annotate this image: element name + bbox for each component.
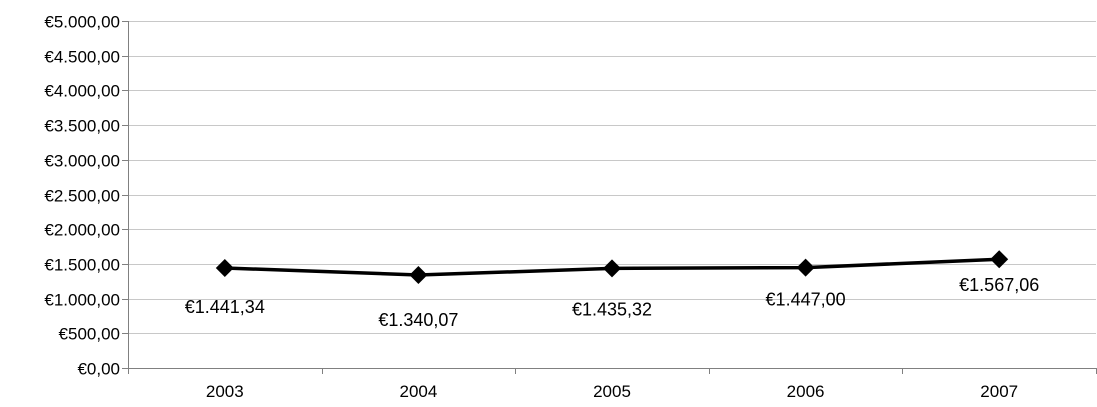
y-tick-label: €5.000,00 xyxy=(44,13,120,32)
data-point-marker xyxy=(990,250,1009,269)
y-tick-label: €1.500,00 xyxy=(44,256,120,275)
data-point-marker xyxy=(796,258,815,277)
data-labels: €1.441,34 €1.340,07 €1.435,32 €1.447,00 €1.5… xyxy=(185,275,1039,330)
x-tick-label: 2005 xyxy=(593,382,631,401)
x-tick-label: 2006 xyxy=(787,382,825,401)
y-tick-label: €3.500,00 xyxy=(44,117,120,136)
data-point-marker xyxy=(603,259,621,278)
y-tick-label: €2.000,00 xyxy=(44,221,120,240)
x-tick-label: 2007 xyxy=(980,382,1018,401)
y-tick-label: €0,00 xyxy=(77,360,120,379)
data-label: €1.441,34 xyxy=(185,297,265,317)
axes: €0,00 €500,00 €1.000,00 €1.500,00 €2.000,00 €… xyxy=(44,13,1097,401)
x-tick-label: 2004 xyxy=(399,382,437,401)
data-point-marker xyxy=(215,258,234,277)
y-tick-label: €500,00 xyxy=(59,325,120,344)
data-label: €1.567,06 xyxy=(959,275,1039,295)
y-tick-label: €4.500,00 xyxy=(44,48,120,67)
data-label: €1.435,32 xyxy=(572,299,652,319)
y-tick-label: €2.500,00 xyxy=(44,187,120,206)
y-tick-label: €1.000,00 xyxy=(44,291,120,310)
x-tick-label: 2003 xyxy=(206,382,244,401)
series-line xyxy=(215,250,1009,284)
y-tick-label: €4.000,00 xyxy=(44,82,120,101)
y-tick-label: €3.000,00 xyxy=(44,152,120,171)
data-label: €1.447,00 xyxy=(766,290,846,310)
data-point-marker xyxy=(409,265,428,284)
data-label: €1.340,07 xyxy=(378,310,458,330)
gridlines xyxy=(128,21,1096,334)
